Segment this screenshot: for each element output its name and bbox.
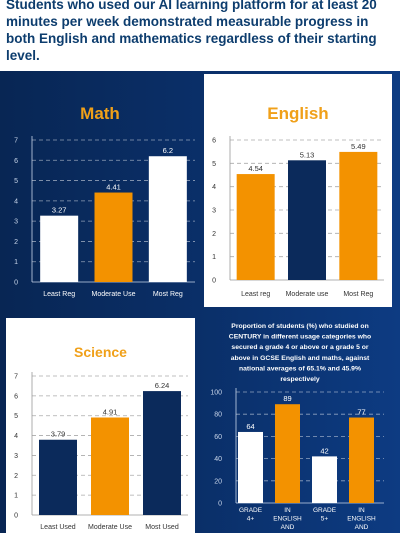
category-label: Moderate use — [286, 291, 329, 298]
data-label: 42 — [320, 446, 328, 455]
chart-svg: Math 0 1 2 3 4 5 6 7 3.27 Least Reg 4.41 Moderate Us… — [14, 104, 195, 298]
bar — [91, 417, 129, 515]
y-tick-label: 0 — [218, 501, 222, 508]
category-label: GRADE 4+ — [239, 507, 263, 523]
y-tick-label: 2 — [14, 473, 18, 480]
y-tick-label: 40 — [214, 456, 222, 463]
y-tick-label: 3 — [212, 208, 216, 215]
chart-svg: Science 0 1 2 3 4 5 6 7 3.79 Least Used 4.91 Moderat… — [14, 344, 188, 531]
science-chart: Science 0 1 2 3 4 5 6 7 3.79 Least Used 4.91 Moderat… — [6, 318, 195, 533]
math-chart: Math 0 1 2 3 4 5 6 7 3.27 Least Reg 4.41 Moderate Us… — [0, 92, 200, 306]
y-tick-label: 7 — [14, 138, 18, 145]
y-tick-label: 2 — [212, 231, 216, 238]
y-tick-label: 0 — [14, 280, 18, 287]
bar — [312, 456, 337, 503]
y-tick-label: 1 — [14, 259, 18, 266]
data-label: 77 — [357, 408, 365, 417]
y-tick-label: 4 — [14, 433, 18, 440]
data-label: 4.91 — [103, 408, 118, 417]
y-tick-label: 80 — [214, 412, 222, 419]
category-label: Moderate Use — [92, 291, 136, 298]
y-tick-label: 3 — [14, 453, 18, 460]
data-label: 6.2 — [163, 146, 173, 155]
category-label: Moderate Use — [88, 524, 132, 531]
bar — [40, 215, 79, 282]
english-chart-panel: English 0 1 2 3 4 5 6 4.54 Least reg 5.13 Moderate … — [204, 74, 392, 307]
chart-title: Math — [80, 104, 120, 123]
chart-title: Science — [74, 344, 127, 360]
y-tick-label: 3 — [14, 219, 18, 226]
category-label: Least Used — [40, 524, 76, 531]
y-tick-label: 5 — [14, 413, 18, 420]
category-label: IN ENGLISH AND — [273, 507, 302, 531]
y-tick-label: 6 — [212, 138, 216, 145]
data-label: 5.49 — [351, 142, 366, 151]
y-tick-label: 100 — [210, 390, 222, 397]
data-label: 64 — [246, 422, 254, 431]
bar — [275, 404, 300, 503]
chart-svg: Proportion of students (%) who studied o… — [210, 323, 384, 531]
bar — [339, 151, 378, 280]
chart-title: Proportion of students (%) who studied o… — [229, 323, 371, 383]
bar — [39, 439, 77, 515]
bar — [238, 431, 263, 503]
data-label: 3.27 — [52, 206, 67, 215]
bar — [288, 160, 326, 280]
y-tick-label: 5 — [212, 161, 216, 168]
science-chart-panel: Science 0 1 2 3 4 5 6 7 3.79 Least Used 4.91 Moderat… — [6, 318, 195, 533]
chart-title: English — [267, 104, 328, 123]
y-tick-label: 2 — [14, 239, 18, 246]
bar — [349, 417, 374, 503]
y-tick-label: 0 — [212, 278, 216, 285]
bar — [148, 156, 187, 282]
category-label: Least Reg — [43, 291, 75, 298]
category-label: Most Reg — [343, 291, 373, 298]
y-tick-label: 6 — [14, 393, 18, 400]
bar — [94, 192, 133, 282]
category-label: Most Used — [145, 524, 179, 531]
y-tick-label: 6 — [14, 158, 18, 165]
data-label: 89 — [283, 394, 291, 403]
data-label: 6.24 — [155, 381, 170, 390]
chart-svg: English 0 1 2 3 4 5 6 4.54 Least reg 5.13 Moderate … — [212, 104, 384, 298]
y-tick-label: 5 — [14, 178, 18, 185]
category-label: Most Reg — [153, 291, 183, 298]
y-tick-label: 1 — [212, 254, 216, 261]
english-chart: English 0 1 2 3 4 5 6 4.54 Least reg 5.13 Moderate … — [204, 74, 392, 307]
y-tick-label: 0 — [14, 513, 18, 520]
y-tick-label: 4 — [14, 198, 18, 205]
headline: Students who used our AI learning platfo… — [6, 0, 377, 63]
bar — [236, 174, 275, 280]
category-label: IN ENGLISH AND — [347, 507, 376, 531]
bar — [143, 391, 181, 515]
y-tick-label: 60 — [214, 434, 222, 441]
gcse-proportion-chart: Proportion of students (%) who studied o… — [200, 312, 400, 533]
category-label: Least reg — [241, 291, 270, 298]
data-label: 3.79 — [51, 430, 66, 439]
data-label: 4.41 — [106, 183, 121, 192]
data-label: 5.13 — [300, 150, 315, 159]
data-label: 4.54 — [248, 164, 263, 173]
category-label: GRADE 5+ — [313, 507, 337, 523]
y-tick-label: 1 — [14, 493, 18, 500]
y-tick-label: 20 — [214, 478, 222, 485]
y-tick-label: 7 — [14, 374, 18, 381]
y-tick-label: 4 — [212, 184, 216, 191]
